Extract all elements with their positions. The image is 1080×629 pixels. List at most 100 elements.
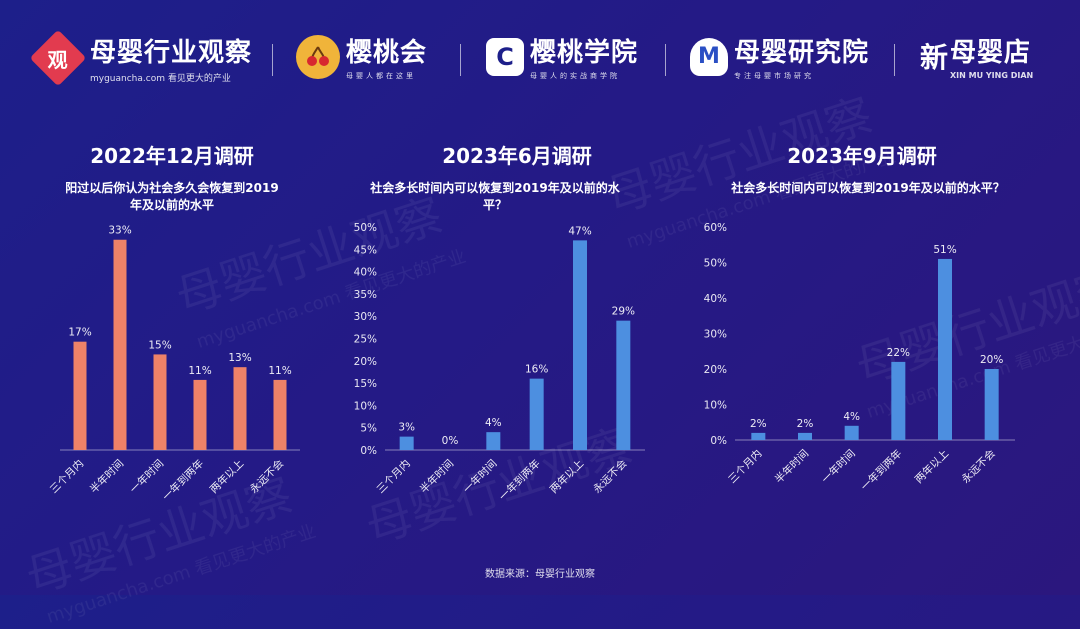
bar-value-label: 16%	[525, 364, 548, 376]
bar-value-label: 0%	[442, 435, 459, 447]
x-category-label: 一年到两年	[496, 457, 542, 503]
guan-badge-icon: 观	[29, 29, 87, 87]
logo-muying-yanjiuyuan: M 母婴研究院 专注母婴市场研究	[690, 32, 869, 81]
y-tick-label: 45%	[354, 244, 377, 256]
bar	[399, 436, 414, 450]
logo-title: 母婴行业观察	[90, 38, 253, 68]
x-category-label: 三个月内	[47, 457, 86, 496]
bar-value-label: 2%	[750, 418, 767, 430]
bar	[233, 367, 247, 450]
bar	[616, 320, 631, 450]
logo-title: 樱桃会	[346, 38, 428, 68]
y-tick-label: 0%	[360, 445, 377, 457]
bar	[798, 432, 812, 440]
chart3-question: 社会多长时间内可以恢复到2019年及以前的水平？	[731, 181, 1005, 195]
bar	[73, 341, 87, 450]
bar-value-label: 51%	[933, 244, 956, 256]
chart3-title: 2023年9月调研	[787, 144, 937, 168]
bar	[844, 425, 859, 440]
bar-value-label: 47%	[568, 225, 591, 237]
bar-value-label: 4%	[843, 411, 860, 423]
bar-value-label: 22%	[887, 347, 910, 359]
logo-title: 母婴研究院	[734, 38, 870, 68]
y-tick-label: 50%	[354, 222, 377, 234]
logo-subtitle: myguancha.com 看见更大的产业	[90, 74, 231, 84]
y-tick-label: 15%	[354, 378, 377, 390]
bar	[751, 432, 766, 440]
y-tick-label: 30%	[704, 329, 727, 341]
bar-value-label: 17%	[68, 327, 91, 339]
bar	[573, 240, 587, 450]
y-tick-label: 60%	[704, 222, 727, 234]
chart2-question: 社会多长时间内可以恢复到2019年及以前的水平？	[370, 181, 620, 212]
bar	[486, 432, 501, 450]
bar	[984, 369, 999, 440]
y-tick-label: 20%	[704, 364, 727, 376]
logo-subtitle: 母婴人的实战商学院	[530, 72, 620, 80]
y-tick-label: 10%	[354, 400, 377, 412]
x-category-label: 三个月内	[726, 447, 765, 486]
x-category-label: 半年时间	[87, 457, 126, 496]
bar-value-label: 11%	[188, 365, 211, 377]
header-logo-bar: 观 母婴行业观察 myguancha.com 看见更大的产业 樱桃会 母婴人都在…	[0, 0, 1080, 110]
y-tick-label: 0%	[710, 435, 727, 447]
bar	[273, 379, 287, 450]
bar-value-label: 13%	[228, 352, 251, 364]
x-category-label: 半年时间	[772, 447, 811, 486]
chart2-title: 2023年6月调研	[442, 144, 592, 168]
y-tick-label: 40%	[354, 267, 377, 279]
x-category-label: 一年时间	[127, 457, 166, 496]
x-category-label: 永远不会	[591, 457, 630, 496]
data-source-note: 数据来源：母婴行业观察	[485, 569, 595, 580]
chart1-question: 阳过以后你认为社会多久会恢复到2019年及以前的水平	[65, 181, 279, 212]
y-tick-label: 50%	[704, 258, 727, 270]
bar-value-label: 15%	[148, 339, 171, 351]
x-category-label: 永远不会	[959, 447, 998, 486]
x-category-label: 半年时间	[417, 457, 456, 496]
logo-subtitle: 专注母婴市场研究	[734, 72, 814, 80]
x-category-label: 三个月内	[374, 457, 413, 496]
logo-yingtaohui: 樱桃会 母婴人都在这里	[296, 32, 427, 81]
bar	[193, 379, 207, 450]
bar-value-label: 29%	[612, 306, 635, 318]
y-tick-label: 35%	[354, 289, 377, 301]
chart1-title: 2022年12月调研	[90, 144, 254, 168]
bar-value-label: 3%	[398, 422, 415, 434]
x-category-label: 一年到两年	[858, 447, 904, 493]
bar-value-label: 2%	[797, 418, 814, 430]
bar-value-label: 20%	[980, 354, 1003, 366]
logo-subtitle: 母婴人都在这里	[346, 72, 416, 80]
logo-divider	[272, 44, 273, 76]
x-category-label: 永远不会	[247, 457, 286, 496]
m-badge-icon: M	[690, 37, 728, 76]
bar-value-label: 4%	[485, 417, 502, 429]
c-badge-icon: C	[486, 37, 524, 76]
bar-value-label: 33%	[108, 225, 131, 237]
y-tick-label: 20%	[354, 356, 377, 368]
logo-title: 母婴店	[950, 38, 1032, 68]
x-category-label: 一年到两年	[160, 457, 206, 503]
x-category-label: 两年以上	[207, 457, 246, 496]
x-category-label: 一年时间	[461, 457, 500, 496]
bar	[938, 258, 952, 440]
logo-title: 樱桃学院	[530, 38, 639, 68]
logo-subtitle: XIN MU YING DIAN	[950, 71, 1034, 80]
x-category-label: 一年时间	[819, 447, 858, 486]
logo-divider	[665, 44, 666, 76]
chart1-bar-chart: 17% 三个月内 33% 半年时间 15% 一年时间 11% 一年到两年 13% 两年以上 11% 永…	[47, 225, 300, 503]
y-tick-label: 10%	[704, 400, 727, 412]
chart3-bar-chart: 0% 10% 20% 30% 40% 50% 60% 2% 三个月内 2% 半年时间 4% 一年时间 22…	[704, 222, 1015, 493]
logo-divider	[894, 44, 895, 76]
bar	[153, 354, 167, 450]
logo-yingtao-xueyuan: C 樱桃学院 母婴人的实战商学院	[486, 32, 638, 81]
y-tick-label: 25%	[354, 334, 377, 346]
x-category-label: 两年以上	[547, 457, 586, 496]
logo-muying-guancha: 观 母婴行业观察 myguancha.com 看见更大的产业	[29, 29, 253, 87]
bar	[891, 361, 906, 440]
bar	[113, 239, 127, 450]
logo-divider	[460, 44, 461, 76]
y-tick-label: 30%	[354, 311, 377, 323]
xin-badge-icon: 新	[920, 41, 949, 74]
cherry-icon	[296, 34, 340, 79]
chart2-bar-chart: 0%5%10%15%20%25%30%35%40%45%50%3%三个月内0%半…	[354, 222, 645, 503]
